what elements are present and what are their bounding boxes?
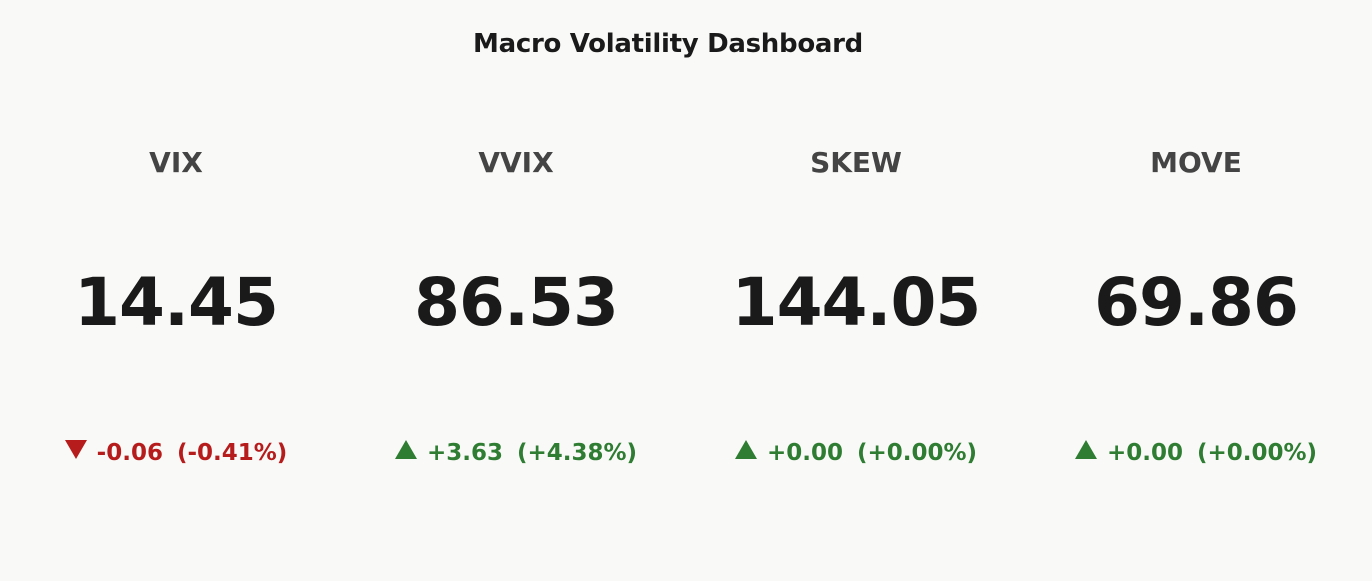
indicator-change: +0.00 (+0.00%) <box>1026 440 1366 466</box>
indicator-card-move: MOVE 69.86 +0.00 (+0.00%) <box>1026 0 1366 581</box>
change-amount: +0.00 <box>766 440 843 466</box>
triangle-up-icon <box>394 440 417 459</box>
indicator-value: 86.53 <box>414 264 619 341</box>
indicator-value: 144.05 <box>731 264 982 341</box>
indicator-card-vvix: VVIX 86.53 +3.63 (+4.38%) <box>346 0 686 581</box>
change-amount: -0.06 <box>96 440 163 466</box>
indicator-change: +3.63 (+4.38%) <box>346 440 686 466</box>
triangle-up-icon <box>734 440 757 459</box>
indicator-label: VVIX <box>478 146 554 179</box>
indicator-change: +0.00 (+0.00%) <box>686 440 1026 466</box>
change-percent: (+0.00%) <box>856 440 978 466</box>
indicator-label: VIX <box>149 146 203 179</box>
indicator-grid: VIX 14.45 -0.06 (-0.41%) VVIX 86.53 +3.63… <box>6 0 1366 581</box>
indicator-change: -0.06 (-0.41%) <box>6 440 346 466</box>
triangle-up-icon <box>1074 440 1097 459</box>
indicator-card-skew: SKEW 144.05 +0.00 (+0.00%) <box>686 0 1026 581</box>
indicator-card-vix: VIX 14.45 -0.06 (-0.41%) <box>6 0 346 581</box>
indicator-label: MOVE <box>1150 146 1242 179</box>
indicator-value: 69.86 <box>1094 264 1299 341</box>
dashboard-title: Macro Volatility Dashboard <box>473 29 863 59</box>
change-amount: +3.63 <box>426 440 503 466</box>
change-percent: (+0.00%) <box>1196 440 1318 466</box>
indicator-label: SKEW <box>810 146 902 179</box>
change-amount: +0.00 <box>1106 440 1183 466</box>
triangle-down-icon <box>64 440 87 459</box>
indicator-value: 14.45 <box>74 264 279 341</box>
change-percent: (+4.38%) <box>516 440 638 466</box>
change-percent: (-0.41%) <box>176 440 288 466</box>
